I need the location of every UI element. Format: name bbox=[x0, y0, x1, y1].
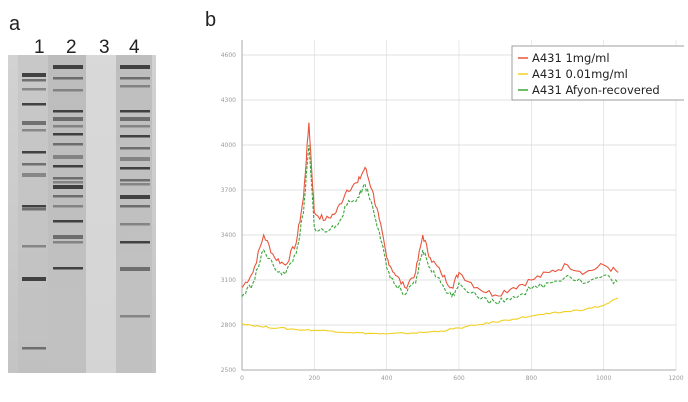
legend-entry-afyon: A431 Afyon-recovered bbox=[532, 83, 660, 97]
gel-band bbox=[53, 143, 83, 146]
gel-band bbox=[53, 220, 83, 223]
gel-band bbox=[53, 267, 83, 270]
gel-band bbox=[53, 89, 83, 92]
series-line-1mg bbox=[241, 122, 619, 297]
gel-band bbox=[120, 267, 150, 271]
gel-band bbox=[22, 79, 46, 82]
series-line-afyon bbox=[241, 144, 619, 306]
gel-band bbox=[22, 205, 46, 208]
x-tick-label: 400 bbox=[381, 375, 393, 382]
gel-band bbox=[22, 151, 46, 154]
gel-band bbox=[53, 65, 83, 69]
gel-band bbox=[53, 165, 83, 168]
y-tick-label: 3700 bbox=[221, 187, 236, 194]
gel-band bbox=[120, 65, 150, 69]
x-tick-label: 1000 bbox=[596, 375, 611, 382]
gel-band bbox=[53, 133, 83, 136]
gel-band bbox=[22, 208, 46, 211]
gel-band bbox=[22, 173, 46, 177]
chart-legend: A431 1mg/ml A431 0.01mg/ml A431 Afyon-re… bbox=[511, 45, 684, 101]
gel-band bbox=[53, 110, 83, 113]
lane-label-4: 4 bbox=[129, 37, 140, 58]
gel-band bbox=[22, 277, 46, 281]
gel-band bbox=[120, 135, 150, 138]
gel-band bbox=[53, 125, 83, 128]
gel-band bbox=[120, 147, 150, 150]
y-tick-label: 3100 bbox=[221, 277, 236, 284]
chart-axes: 2500 2800 3100 3400 3700 4000 4300 4600 0 200 400 6… bbox=[221, 40, 684, 382]
panel-b-label: b bbox=[205, 9, 217, 31]
legend-box bbox=[511, 45, 684, 101]
gel-band bbox=[120, 223, 150, 226]
lane-label-1: 1 bbox=[34, 37, 45, 58]
gel-band bbox=[120, 125, 150, 128]
gel-band bbox=[120, 110, 150, 113]
gel-band bbox=[22, 245, 46, 248]
gel-band bbox=[53, 205, 83, 208]
gel-band bbox=[22, 347, 46, 350]
lane-label-3: 3 bbox=[99, 37, 110, 58]
x-tick-label: 0 bbox=[240, 375, 244, 382]
gel-band bbox=[120, 315, 150, 318]
y-tick-label: 2800 bbox=[221, 322, 236, 329]
gel-band bbox=[120, 179, 150, 182]
gel-band bbox=[53, 181, 83, 184]
y-tick-label: 4600 bbox=[221, 52, 236, 59]
gel-band bbox=[53, 117, 83, 121]
gel-band bbox=[120, 117, 150, 121]
x-tick-label: 800 bbox=[526, 375, 538, 382]
y-tick-label: 4300 bbox=[221, 97, 236, 104]
y-tick-label: 3400 bbox=[221, 232, 236, 239]
gel-bands bbox=[22, 65, 150, 350]
line-chart: 2500 2800 3100 3400 3700 4000 4300 4600 0 200 400 6… bbox=[221, 40, 684, 382]
gel-image bbox=[8, 55, 156, 373]
gel-band bbox=[120, 241, 150, 244]
gel-band bbox=[22, 163, 46, 166]
gel-band bbox=[22, 129, 46, 132]
lane-label-2: 2 bbox=[66, 37, 77, 58]
gel-band bbox=[22, 121, 46, 125]
gel-band bbox=[53, 177, 83, 180]
gel-band bbox=[22, 88, 46, 91]
x-tick-label: 1200 bbox=[668, 375, 683, 382]
gel-band bbox=[120, 85, 150, 88]
gel-band bbox=[120, 167, 150, 170]
gel-band bbox=[22, 73, 46, 77]
chart-series bbox=[241, 122, 619, 335]
gel-band bbox=[120, 195, 150, 199]
gel-band bbox=[53, 185, 83, 189]
gel-band bbox=[53, 235, 83, 239]
gel-band bbox=[120, 183, 150, 186]
gel-band bbox=[53, 241, 83, 244]
panel-a-label: a bbox=[9, 13, 21, 35]
y-tick-label: 2500 bbox=[221, 367, 236, 374]
x-tick-label: 200 bbox=[309, 375, 321, 382]
gel-band bbox=[53, 155, 83, 159]
gel-band bbox=[120, 205, 150, 208]
gel-band bbox=[120, 77, 150, 80]
gel-band bbox=[53, 77, 83, 80]
y-tick-label: 4000 bbox=[221, 142, 236, 149]
gel-band bbox=[53, 195, 83, 198]
gel-band bbox=[22, 103, 46, 106]
legend-entry-1mg: A431 1mg/ml bbox=[532, 51, 610, 65]
legend-entry-001mg: A431 0.01mg/ml bbox=[532, 67, 628, 81]
gel-band bbox=[120, 157, 150, 161]
series-line-001mg bbox=[241, 297, 619, 335]
x-tick-label: 600 bbox=[453, 375, 465, 382]
